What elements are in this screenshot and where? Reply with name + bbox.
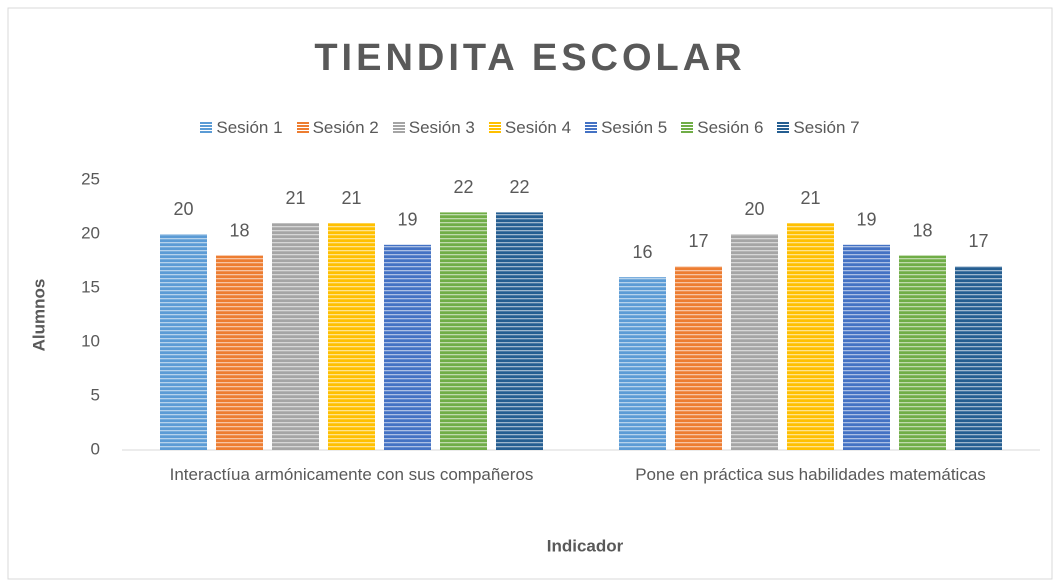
bar <box>787 223 834 450</box>
legend-swatch <box>200 122 213 134</box>
legend-item: Sesión 3 <box>392 118 475 138</box>
bar <box>440 212 487 450</box>
bar <box>731 234 778 450</box>
value-label: 19 <box>397 210 417 230</box>
value-label: 20 <box>744 199 764 219</box>
x-tick-label: Interactíua armónicamente con sus compañ… <box>169 465 534 484</box>
legend-label: Sesión 5 <box>601 118 668 137</box>
y-tick-label: 10 <box>81 331 100 350</box>
legend-item: Sesión 6 <box>681 118 763 138</box>
bar <box>843 244 890 450</box>
bar <box>272 223 319 450</box>
value-label: 16 <box>632 242 652 262</box>
value-label: 21 <box>341 188 361 208</box>
bar <box>899 255 946 450</box>
legend-swatch <box>296 122 309 134</box>
legend-item: Sesión 1 <box>200 118 283 138</box>
x-tick-label: Pone en práctica sus habilidades matemát… <box>635 465 986 484</box>
legend-swatch <box>392 122 405 134</box>
y-axis-label: Alumnos <box>29 279 48 352</box>
legend-item: Sesión 7 <box>777 118 860 138</box>
value-label: 21 <box>285 188 305 208</box>
legend: Sesión 1 Sesión 2 Sesión 3 Sesión 4 Sesión 5… <box>0 118 1060 138</box>
bar <box>160 234 207 450</box>
legend-swatch <box>681 122 694 134</box>
legend-label: Sesión 2 <box>312 118 379 137</box>
y-tick-label: 0 <box>91 439 100 458</box>
legend-label: Sesión 4 <box>504 118 572 137</box>
legend-swatch <box>585 122 598 134</box>
y-tick-label: 5 <box>91 385 100 404</box>
y-tick-label: 25 <box>81 169 100 188</box>
value-label: 18 <box>912 220 932 240</box>
legend-item: Sesión 4 <box>488 118 572 138</box>
value-label: 22 <box>453 177 473 197</box>
bar <box>955 266 1002 450</box>
value-label: 21 <box>800 188 820 208</box>
legend-label: Sesión 1 <box>216 118 283 137</box>
y-tick-label: 20 <box>81 223 100 242</box>
bar <box>619 277 666 450</box>
legend-item: Sesión 5 <box>585 118 667 138</box>
bar <box>675 266 722 450</box>
value-label: 22 <box>509 177 529 197</box>
legend-item: Sesión 2 <box>296 118 379 138</box>
legend-label: Sesión 6 <box>697 118 764 137</box>
value-label: 18 <box>229 220 249 240</box>
y-tick-label: 15 <box>81 277 100 296</box>
value-label: 17 <box>968 231 988 251</box>
value-label: 19 <box>856 210 876 230</box>
bar <box>216 255 263 450</box>
chart-title: TIENDITA ESCOLAR <box>314 37 745 79</box>
value-label: 20 <box>173 199 193 219</box>
x-axis-label: Indicador <box>547 536 624 555</box>
value-label: 17 <box>688 231 708 251</box>
legend-label: Sesión 7 <box>793 118 860 137</box>
bar <box>496 212 543 450</box>
legend-swatch <box>777 122 790 134</box>
legend-label: Sesión 3 <box>408 118 475 137</box>
bar <box>384 244 431 450</box>
bar <box>328 223 375 450</box>
legend-swatch <box>488 122 501 134</box>
